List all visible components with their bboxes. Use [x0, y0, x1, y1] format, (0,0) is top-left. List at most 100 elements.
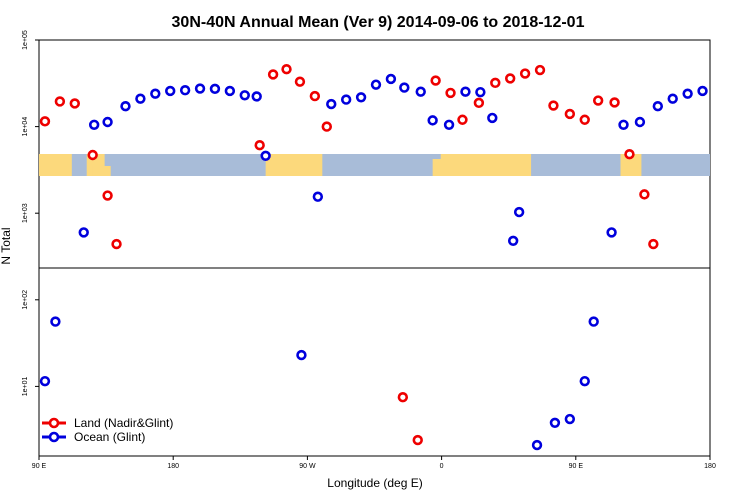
- legend-land-marker: [48, 417, 60, 429]
- ocean-point: [120, 101, 131, 112]
- map-water: [426, 154, 441, 159]
- ocean-point: [399, 82, 410, 93]
- land-point: [548, 100, 559, 111]
- land-point: [457, 114, 468, 125]
- legend-ocean-marker: [48, 431, 60, 443]
- land-point: [624, 149, 635, 160]
- x-tick-label: 90 E: [569, 463, 584, 470]
- land-point: [639, 189, 650, 200]
- x-tick-label: 90 W: [299, 463, 316, 470]
- ocean-point: [326, 98, 337, 110]
- ocean-point: [135, 93, 146, 104]
- ocean-point: [50, 316, 61, 327]
- map-land: [620, 154, 642, 176]
- ocean-point: [634, 116, 646, 128]
- ocean-point: [415, 86, 426, 97]
- land-point: [609, 97, 620, 108]
- y-axis: 1e+01 1e+02 1e+03 1e+04 1e+05: [22, 30, 39, 396]
- ocean-point: [579, 375, 590, 387]
- ocean-point: [224, 85, 236, 97]
- land-point: [54, 96, 66, 107]
- ocean-point: [165, 85, 176, 97]
- x-tick-label: 90 E: [32, 463, 47, 470]
- ocean-point: [652, 101, 664, 112]
- land-point: [445, 87, 456, 99]
- legend: Land (Nadir&Glint) Ocean (Glint): [42, 416, 173, 444]
- ocean-point: [150, 88, 161, 99]
- ocean-point: [564, 413, 576, 425]
- ocean-point: [697, 85, 708, 97]
- y-tick-label: 1e+03: [22, 203, 29, 223]
- land-point: [39, 116, 51, 127]
- y-tick-label: 1e+01: [22, 376, 29, 396]
- ocean-point: [340, 94, 352, 105]
- ocean-point: [427, 115, 438, 126]
- ocean-point: [682, 88, 693, 99]
- ocean-point: [606, 227, 617, 238]
- ocean-point: [260, 150, 271, 162]
- land-point: [87, 149, 98, 161]
- ocean-point: [39, 375, 51, 387]
- land-point: [69, 98, 80, 109]
- map-land: [265, 154, 323, 176]
- land-point: [592, 95, 604, 106]
- x-tick-label: 0: [440, 463, 444, 470]
- ocean-point: [549, 417, 561, 428]
- world-map-strip: [39, 154, 710, 176]
- map-land: [92, 166, 111, 176]
- ocean-point: [312, 191, 324, 202]
- y-axis-label: N Total: [0, 227, 13, 264]
- ocean-point: [588, 316, 599, 327]
- ocean-point: [487, 112, 498, 124]
- ocean-point: [78, 227, 89, 238]
- y-tick-label: 1e+04: [22, 117, 29, 137]
- ocean-point: [251, 91, 262, 102]
- ocean-point: [194, 83, 206, 94]
- land-point: [490, 77, 501, 89]
- legend-land-label: Land (Nadir&Glint): [74, 416, 173, 430]
- map-ocean: [39, 154, 710, 176]
- y-tick-label: 1e+05: [22, 30, 29, 50]
- x-tick-label: 180: [704, 463, 716, 470]
- map-land: [39, 154, 72, 176]
- ocean-point: [88, 119, 100, 130]
- x-axis: 90 E 180 90 W 0 90 E 180: [32, 456, 716, 470]
- land-point: [111, 238, 122, 250]
- ocean-point: [102, 116, 113, 128]
- ocean-point: [475, 86, 486, 98]
- plot-frame: [38, 39, 711, 457]
- ocean-point: [179, 85, 191, 96]
- land-point: [321, 121, 332, 132]
- map-land: [432, 154, 532, 176]
- ocean-point: [370, 79, 382, 90]
- ocean-point: [507, 235, 519, 247]
- land-point: [281, 64, 292, 75]
- ocean-point: [531, 439, 543, 451]
- ocean-point: [385, 73, 397, 85]
- ocean-point: [618, 119, 629, 130]
- land-point: [519, 68, 531, 79]
- ocean-point: [296, 349, 307, 361]
- x-tick-label: 180: [167, 463, 179, 470]
- land-point: [564, 108, 576, 120]
- ocean-point: [355, 92, 367, 103]
- land-point: [102, 190, 113, 201]
- land-point: [412, 434, 423, 446]
- ocean-point: [239, 90, 250, 101]
- land-point: [294, 76, 306, 87]
- land-point: [648, 238, 659, 250]
- ocean-point: [443, 119, 455, 130]
- land-point: [254, 139, 265, 151]
- land-point: [473, 97, 485, 109]
- ocean-point: [209, 83, 221, 95]
- x-axis-label: Longitude (deg E): [327, 476, 422, 490]
- land-point: [267, 69, 279, 80]
- ocean-point: [513, 206, 525, 218]
- y-tick-label: 1e+02: [22, 290, 29, 310]
- data-points: [39, 64, 708, 451]
- land-point: [579, 114, 590, 125]
- land-point: [430, 75, 441, 86]
- ocean-point: [667, 93, 678, 104]
- legend-ocean-label: Ocean (Glint): [74, 430, 145, 444]
